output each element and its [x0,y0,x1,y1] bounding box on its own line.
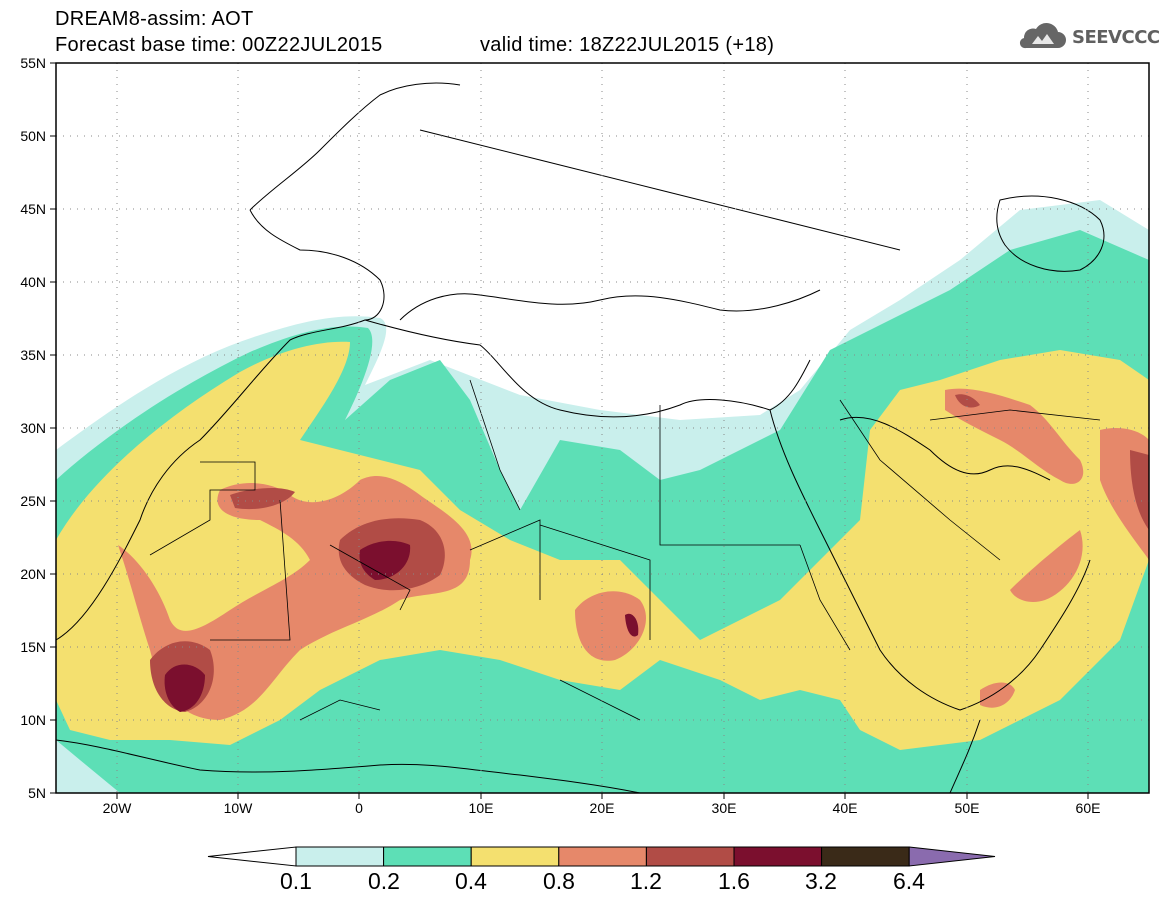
lon-label: 20W [103,800,133,816]
legend-label: 0.4 [455,868,487,894]
aot-map: 55N 50N 45N 40N 35N 30N 25N 20N 15N 10N … [20,55,1150,816]
lon-label: 10E [469,800,494,816]
lon-label: 30E [712,800,737,816]
lat-label: 30N [20,420,46,436]
valid-time: valid time: 18Z22JUL2015 (+18) [480,34,775,56]
legend-label: 1.6 [718,868,750,894]
lat-label: 10N [20,712,46,728]
legend-swatch [821,846,910,867]
map-title: DREAM8-assim: AOT [55,8,254,30]
lon-label: 50E [955,800,980,816]
lat-label: 45N [20,201,46,217]
legend-label: 0.2 [368,868,400,894]
borders [149,379,1101,721]
lat-label: 35N [20,347,46,363]
lon-label: 10W [224,800,254,816]
lat-label: 40N [20,274,46,290]
lon-label: 0 [355,800,363,816]
lon-label: 40E [833,800,858,816]
color-legend-labels: 0.1 0.2 0.4 0.8 1.2 1.6 3.2 6.4 [280,868,925,894]
color-legend-swatches [207,846,996,867]
legend-label: 6.4 [893,868,925,894]
lat-label: 15N [20,639,46,655]
legend-swatch [207,846,297,867]
cloud-icon [1019,23,1066,49]
lat-label: 5N [28,785,46,801]
lat-label: 50N [20,128,46,144]
legend-swatch [383,846,472,867]
legend-swatch [295,846,385,867]
lon-label: 60E [1076,800,1101,816]
legend-swatch [733,846,823,867]
lat-label: 55N [20,55,46,71]
longitude-labels: 20W 10W 0 10E 20E 30E 40E 50E 60E [103,800,1101,816]
legend-label: 0.8 [543,868,575,894]
legend-swatch [558,846,647,867]
legend-label: 3.2 [805,868,837,894]
graticule [56,63,1149,793]
lat-label: 25N [20,493,46,509]
logo-text: SEEVCCC [1072,26,1160,48]
color-legend: 0.1 0.2 0.4 0.8 1.2 1.6 3.2 6.4 [207,846,996,894]
seevccc-logo: SEEVCCC [1016,20,1160,54]
legend-label: 0.1 [280,868,312,894]
latitude-labels: 55N 50N 45N 40N 35N 30N 25N 20N 15N 10N … [20,55,46,801]
lon-label: 20E [590,800,615,816]
legend-swatch [470,846,560,867]
legend-swatch [908,846,996,867]
ticks [50,62,1089,799]
lat-label: 20N [20,566,46,582]
legend-label: 1.2 [630,868,662,894]
aot-field [56,200,1149,793]
forecast-base-time: Forecast base time: 00Z22JUL2015 [55,34,383,56]
coastlines [56,82,1105,793]
legend-swatch [645,846,735,867]
